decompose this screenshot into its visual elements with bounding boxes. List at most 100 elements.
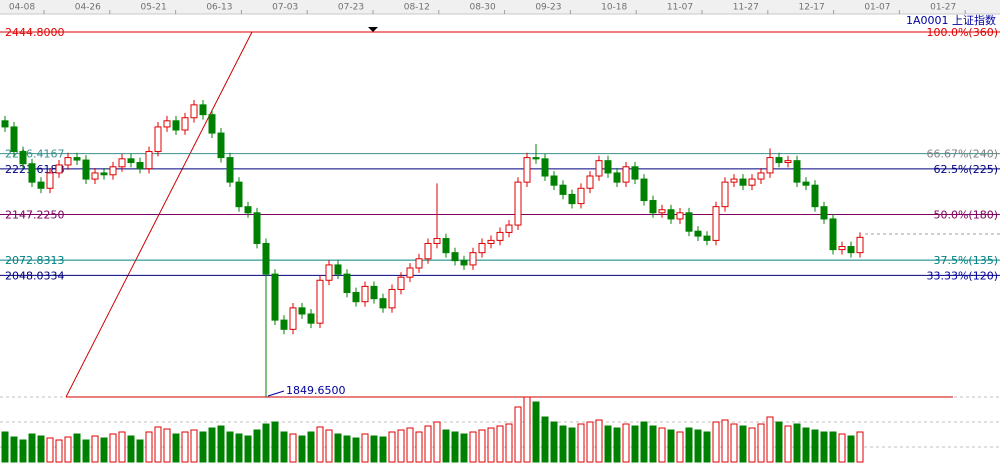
candle-body — [19, 150, 27, 165]
candle-body — [217, 132, 225, 159]
date-label: 07-23 — [338, 3, 364, 13]
volume-bar — [496, 425, 504, 463]
candle-body — [604, 160, 612, 174]
chart-title: 1A0001 上证指数 — [906, 13, 996, 27]
candle-body — [667, 209, 675, 220]
volume-bar — [334, 433, 342, 463]
volume-bar — [370, 435, 378, 463]
candle-body — [703, 235, 711, 241]
candle-body — [1, 120, 9, 128]
volume-bar — [397, 429, 405, 463]
candle-body — [793, 160, 801, 183]
volume-bar — [406, 427, 414, 463]
volume-bar — [514, 406, 522, 463]
candle-body — [739, 178, 747, 186]
candle-body — [235, 181, 243, 208]
candle-body — [136, 162, 144, 170]
volume-bar — [784, 425, 792, 463]
candle-body — [280, 319, 288, 330]
candle-body — [325, 264, 333, 281]
volume-bar — [181, 431, 189, 463]
volume-bar — [190, 429, 198, 463]
volume-bar — [424, 425, 432, 463]
date-label: 01-27 — [930, 3, 956, 13]
volume-bar — [667, 429, 675, 463]
candle-body — [775, 157, 783, 164]
candle-body — [505, 224, 513, 233]
volume-bar — [19, 439, 27, 463]
candle-body — [748, 178, 756, 186]
candle-body — [811, 184, 819, 208]
candle-body — [334, 264, 342, 275]
candle-body — [55, 164, 63, 174]
date-label: 05-21 — [141, 3, 167, 13]
candle-body — [298, 307, 306, 315]
candle-body — [361, 285, 369, 303]
volume-bar — [208, 427, 216, 463]
volume-bar — [235, 433, 243, 463]
volume-bar — [280, 431, 288, 463]
volume-bar — [298, 435, 306, 463]
level-ratio-label: 62.5%(225) — [933, 163, 998, 176]
volume-bar — [352, 437, 360, 463]
volume-bar — [820, 431, 828, 463]
volume-bar — [523, 396, 531, 463]
candle-body — [370, 285, 378, 300]
candle-body — [802, 181, 810, 186]
candle-body — [64, 157, 72, 166]
candle-body — [262, 242, 270, 275]
volume-bar — [712, 421, 720, 463]
candle-body — [109, 166, 117, 176]
candle-body — [613, 172, 621, 183]
date-label: 11-27 — [733, 3, 759, 13]
candle-body — [82, 159, 90, 180]
volume-bar — [856, 431, 864, 463]
volume-bar — [748, 427, 756, 463]
level-ratio-label: 66.67%(240) — [926, 148, 998, 161]
candle-body — [577, 187, 585, 205]
date-label: 04-08 — [9, 3, 35, 13]
date-label: 12-17 — [799, 3, 825, 13]
candle-body — [118, 158, 126, 168]
candle-body — [784, 160, 792, 164]
volume-bar — [289, 433, 297, 463]
candle-body — [154, 126, 162, 152]
candle-body — [721, 181, 729, 208]
candle-body — [532, 157, 540, 160]
candle-body — [91, 172, 99, 180]
candle-body — [415, 258, 423, 269]
candle-body — [685, 212, 693, 232]
date-label: 10-18 — [601, 3, 627, 13]
volume-bar — [532, 401, 540, 463]
candle-body — [550, 175, 558, 186]
volume-bar — [262, 423, 270, 463]
volume-bar — [631, 425, 639, 463]
candle-body — [658, 209, 666, 214]
candle-body — [289, 307, 297, 330]
candle-body — [514, 181, 522, 226]
volume-bar — [766, 416, 774, 463]
volume-bar — [145, 431, 153, 463]
candle-body — [856, 236, 864, 254]
volume-bar — [811, 429, 819, 463]
volume-bar — [163, 428, 171, 463]
candle-body — [271, 273, 279, 321]
volume-bar — [244, 435, 252, 463]
marker-arrow — [368, 27, 378, 32]
volume-bar — [199, 431, 207, 463]
volume-bar — [379, 436, 387, 463]
volume-bar — [613, 427, 621, 463]
date-label: 07-03 — [272, 3, 298, 13]
date-label: 04-26 — [75, 3, 101, 13]
candle-body — [649, 200, 657, 214]
volume-bar — [82, 439, 90, 463]
candle-body — [226, 157, 234, 183]
volume-bar — [505, 423, 513, 463]
candle-body — [820, 206, 828, 220]
volume-bar — [1, 431, 9, 463]
volume-bar — [64, 436, 72, 463]
level-price-label: 2048.0334 — [5, 269, 65, 282]
candle-body — [757, 172, 765, 180]
volume-bar — [433, 421, 441, 463]
volume-bar — [586, 421, 594, 463]
